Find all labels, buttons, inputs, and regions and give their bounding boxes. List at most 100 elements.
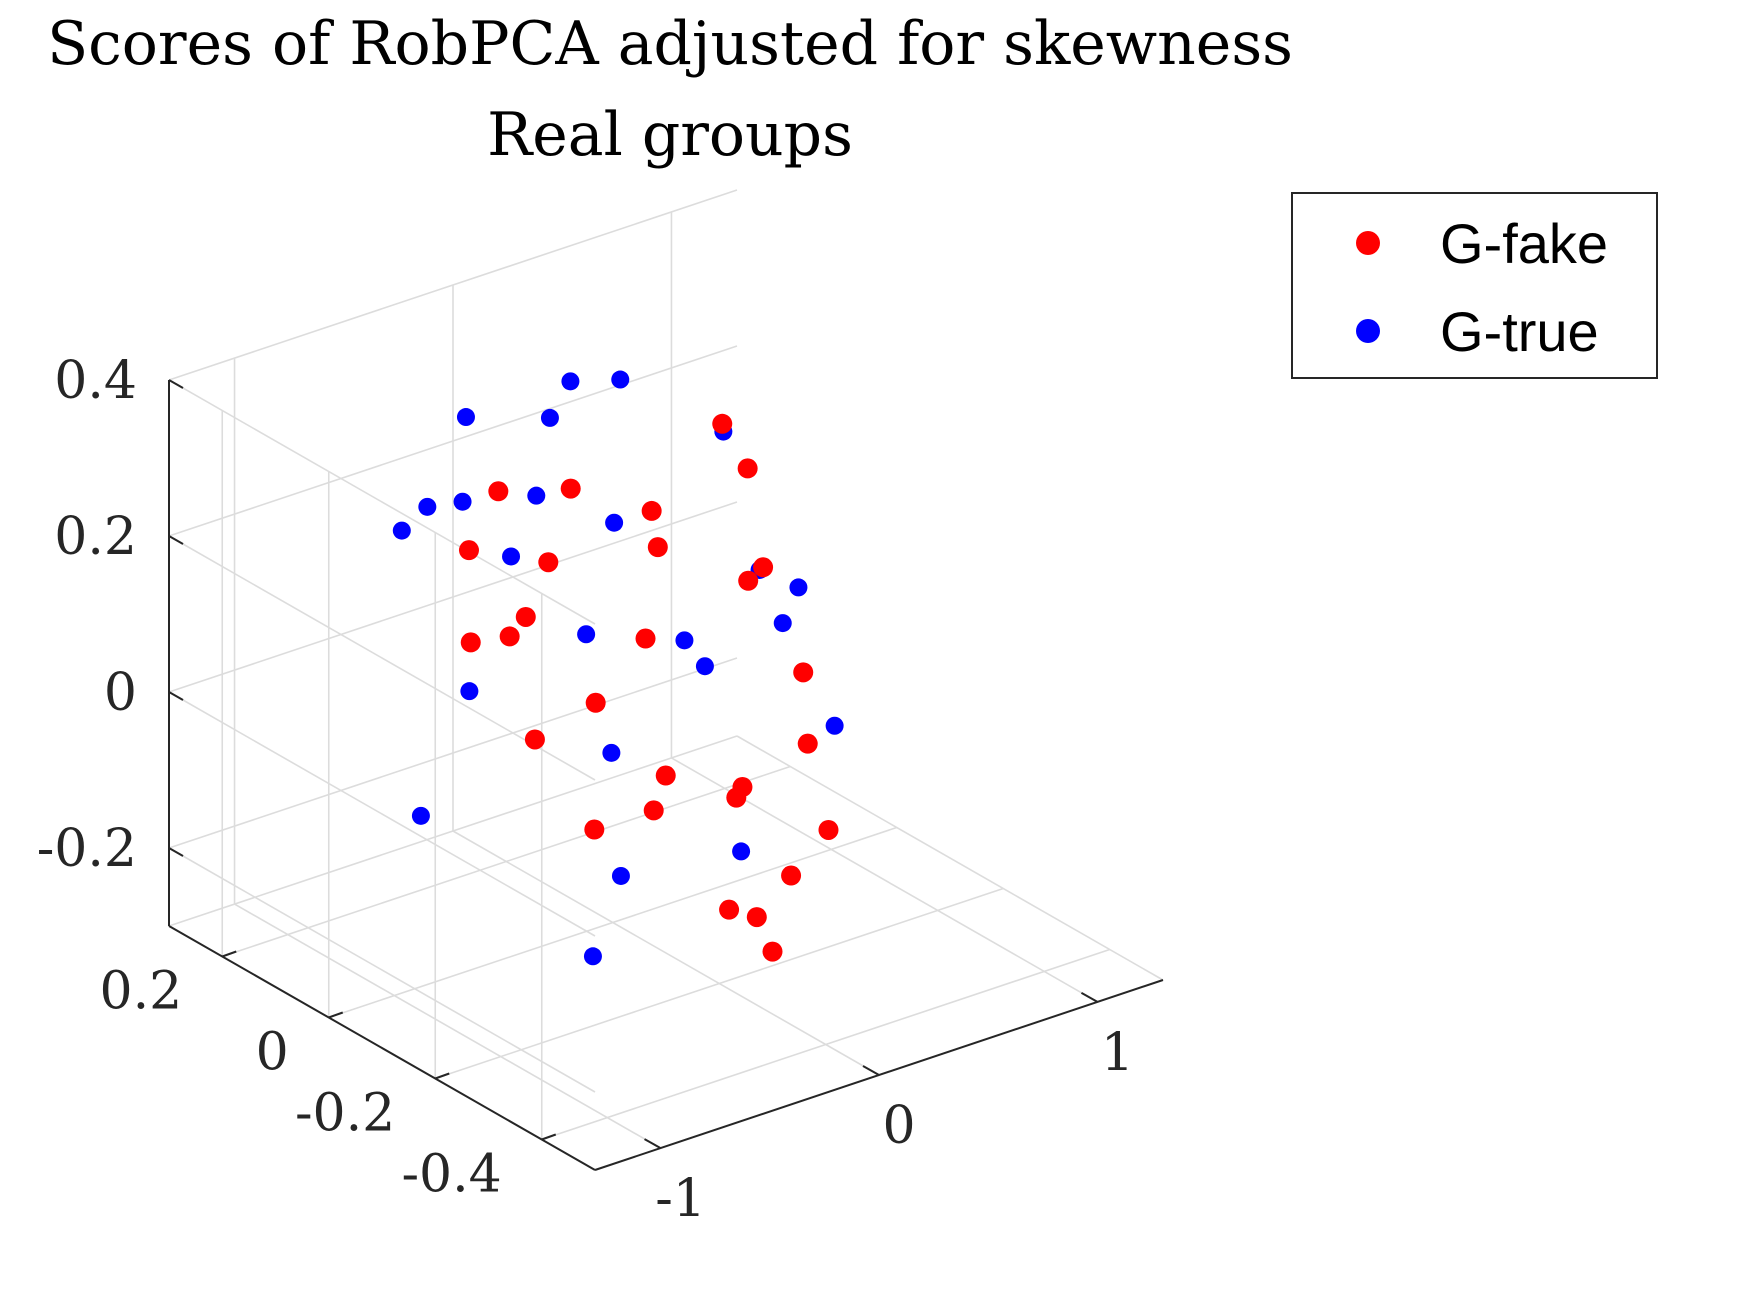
x-tick-label: 1 xyxy=(1101,1023,1134,1083)
point-g-fake xyxy=(762,941,783,962)
point-g-true xyxy=(502,547,521,566)
point-g-fake xyxy=(719,899,740,920)
grid-line-z-backwall xyxy=(168,657,738,849)
box-edge-right-floor xyxy=(736,735,1164,981)
grid-line-x-floor xyxy=(234,903,661,1149)
point-g-fake xyxy=(560,478,581,499)
point-g-true xyxy=(392,521,411,540)
point-g-true xyxy=(732,842,751,861)
point-g-fake xyxy=(655,765,676,786)
point-g-fake xyxy=(499,626,520,647)
grid-line-x-floor xyxy=(452,830,880,1076)
point-g-fake xyxy=(738,570,759,591)
point-g-true xyxy=(411,806,430,825)
z-tick-label: 0 xyxy=(104,663,137,723)
y-tick-label: 0 xyxy=(256,1023,289,1083)
y-tick-label: -0.2 xyxy=(295,1084,395,1144)
grid-line-z-backwall xyxy=(168,189,738,381)
point-g-true xyxy=(561,372,580,391)
point-g-fake xyxy=(488,481,509,502)
point-g-fake xyxy=(781,865,802,886)
data-points xyxy=(392,370,844,966)
legend: G-fake G-true xyxy=(1291,192,1658,379)
point-g-fake xyxy=(515,606,536,627)
point-g-fake xyxy=(538,552,559,573)
z-tick-label: 0.4 xyxy=(54,351,137,411)
grid-line-z-sidewall xyxy=(168,379,596,625)
point-g-fake xyxy=(737,458,758,479)
grid-line-z-backwall xyxy=(168,501,738,693)
legend-label-g-fake: G-fake xyxy=(1440,212,1608,275)
point-g-true xyxy=(773,614,792,633)
point-g-true xyxy=(605,513,624,532)
z-tick-mark xyxy=(168,535,184,545)
grid-line-z-sidewall xyxy=(168,691,596,937)
point-g-fake xyxy=(585,692,606,713)
point-g-fake xyxy=(797,733,818,754)
x-tick-label: 0 xyxy=(882,1096,915,1156)
y-tick-mark xyxy=(328,1011,344,1019)
point-g-fake xyxy=(524,729,545,750)
x-tick-mark xyxy=(1080,992,1098,1003)
point-g-fake xyxy=(643,800,664,821)
z-tick-mark xyxy=(168,379,184,389)
chart-title: Scores of RobPCA adjusted for skewness xyxy=(47,9,1293,79)
point-g-true xyxy=(789,578,808,597)
x-tick-label: -1 xyxy=(655,1169,706,1229)
y-tick-mark xyxy=(434,1072,450,1080)
axis-lines xyxy=(168,379,1164,1171)
x-tick-mark xyxy=(862,1065,880,1076)
z-tick-label: 0.2 xyxy=(54,507,137,567)
z-tick-mark xyxy=(168,847,184,857)
point-g-fake xyxy=(647,537,668,558)
point-g-fake xyxy=(460,632,481,653)
point-g-true xyxy=(456,408,475,427)
point-g-fake xyxy=(753,557,774,578)
point-g-true xyxy=(527,486,546,505)
point-g-true xyxy=(583,947,602,966)
grid-line-y-floor xyxy=(328,826,898,1019)
z-tick-label: -0.2 xyxy=(37,819,137,879)
y-tick-mark xyxy=(221,950,237,958)
grid-lines xyxy=(168,189,1164,1171)
point-g-fake xyxy=(818,819,839,840)
point-g-true xyxy=(602,743,621,762)
box-edge-back-floor xyxy=(168,735,738,927)
y-axis-line xyxy=(168,925,596,1171)
point-g-true xyxy=(611,866,630,885)
x-tick-mark xyxy=(644,1138,662,1149)
point-g-true xyxy=(695,657,714,676)
legend-marker-g-true xyxy=(1356,319,1380,343)
z-tick-mark xyxy=(168,691,184,701)
point-g-true xyxy=(460,682,479,701)
point-g-true xyxy=(611,370,630,389)
point-g-fake xyxy=(635,628,656,649)
point-g-true xyxy=(825,716,844,735)
point-g-fake xyxy=(793,662,814,683)
grid-line-y-floor xyxy=(434,887,1004,1080)
grid-line-z-backwall xyxy=(168,345,738,537)
point-g-fake xyxy=(732,777,753,798)
tick-labels: -101-0.4-0.200.2-0.200.20.4 xyxy=(37,351,1134,1229)
point-g-true xyxy=(675,631,694,650)
grid-line-y-floor xyxy=(221,765,791,958)
point-g-true xyxy=(577,625,596,644)
point-g-fake xyxy=(746,907,767,928)
legend-label-g-true: G-true xyxy=(1440,300,1599,363)
point-g-fake xyxy=(712,413,733,434)
legend-marker-g-fake xyxy=(1356,231,1380,255)
point-g-true xyxy=(418,497,437,516)
point-g-fake xyxy=(584,819,605,840)
grid-line-z-sidewall xyxy=(168,535,596,781)
point-g-true xyxy=(540,408,559,427)
y-tick-mark xyxy=(541,1133,557,1141)
y-tick-label: 0.2 xyxy=(100,962,183,1022)
point-g-true xyxy=(453,492,472,511)
grid-line-y-floor xyxy=(541,948,1111,1141)
point-g-fake xyxy=(458,540,479,561)
chart-subtitle: Real groups xyxy=(487,100,853,170)
point-g-fake xyxy=(641,500,662,521)
legend-box xyxy=(1291,192,1658,379)
y-tick-label: -0.4 xyxy=(401,1145,501,1205)
